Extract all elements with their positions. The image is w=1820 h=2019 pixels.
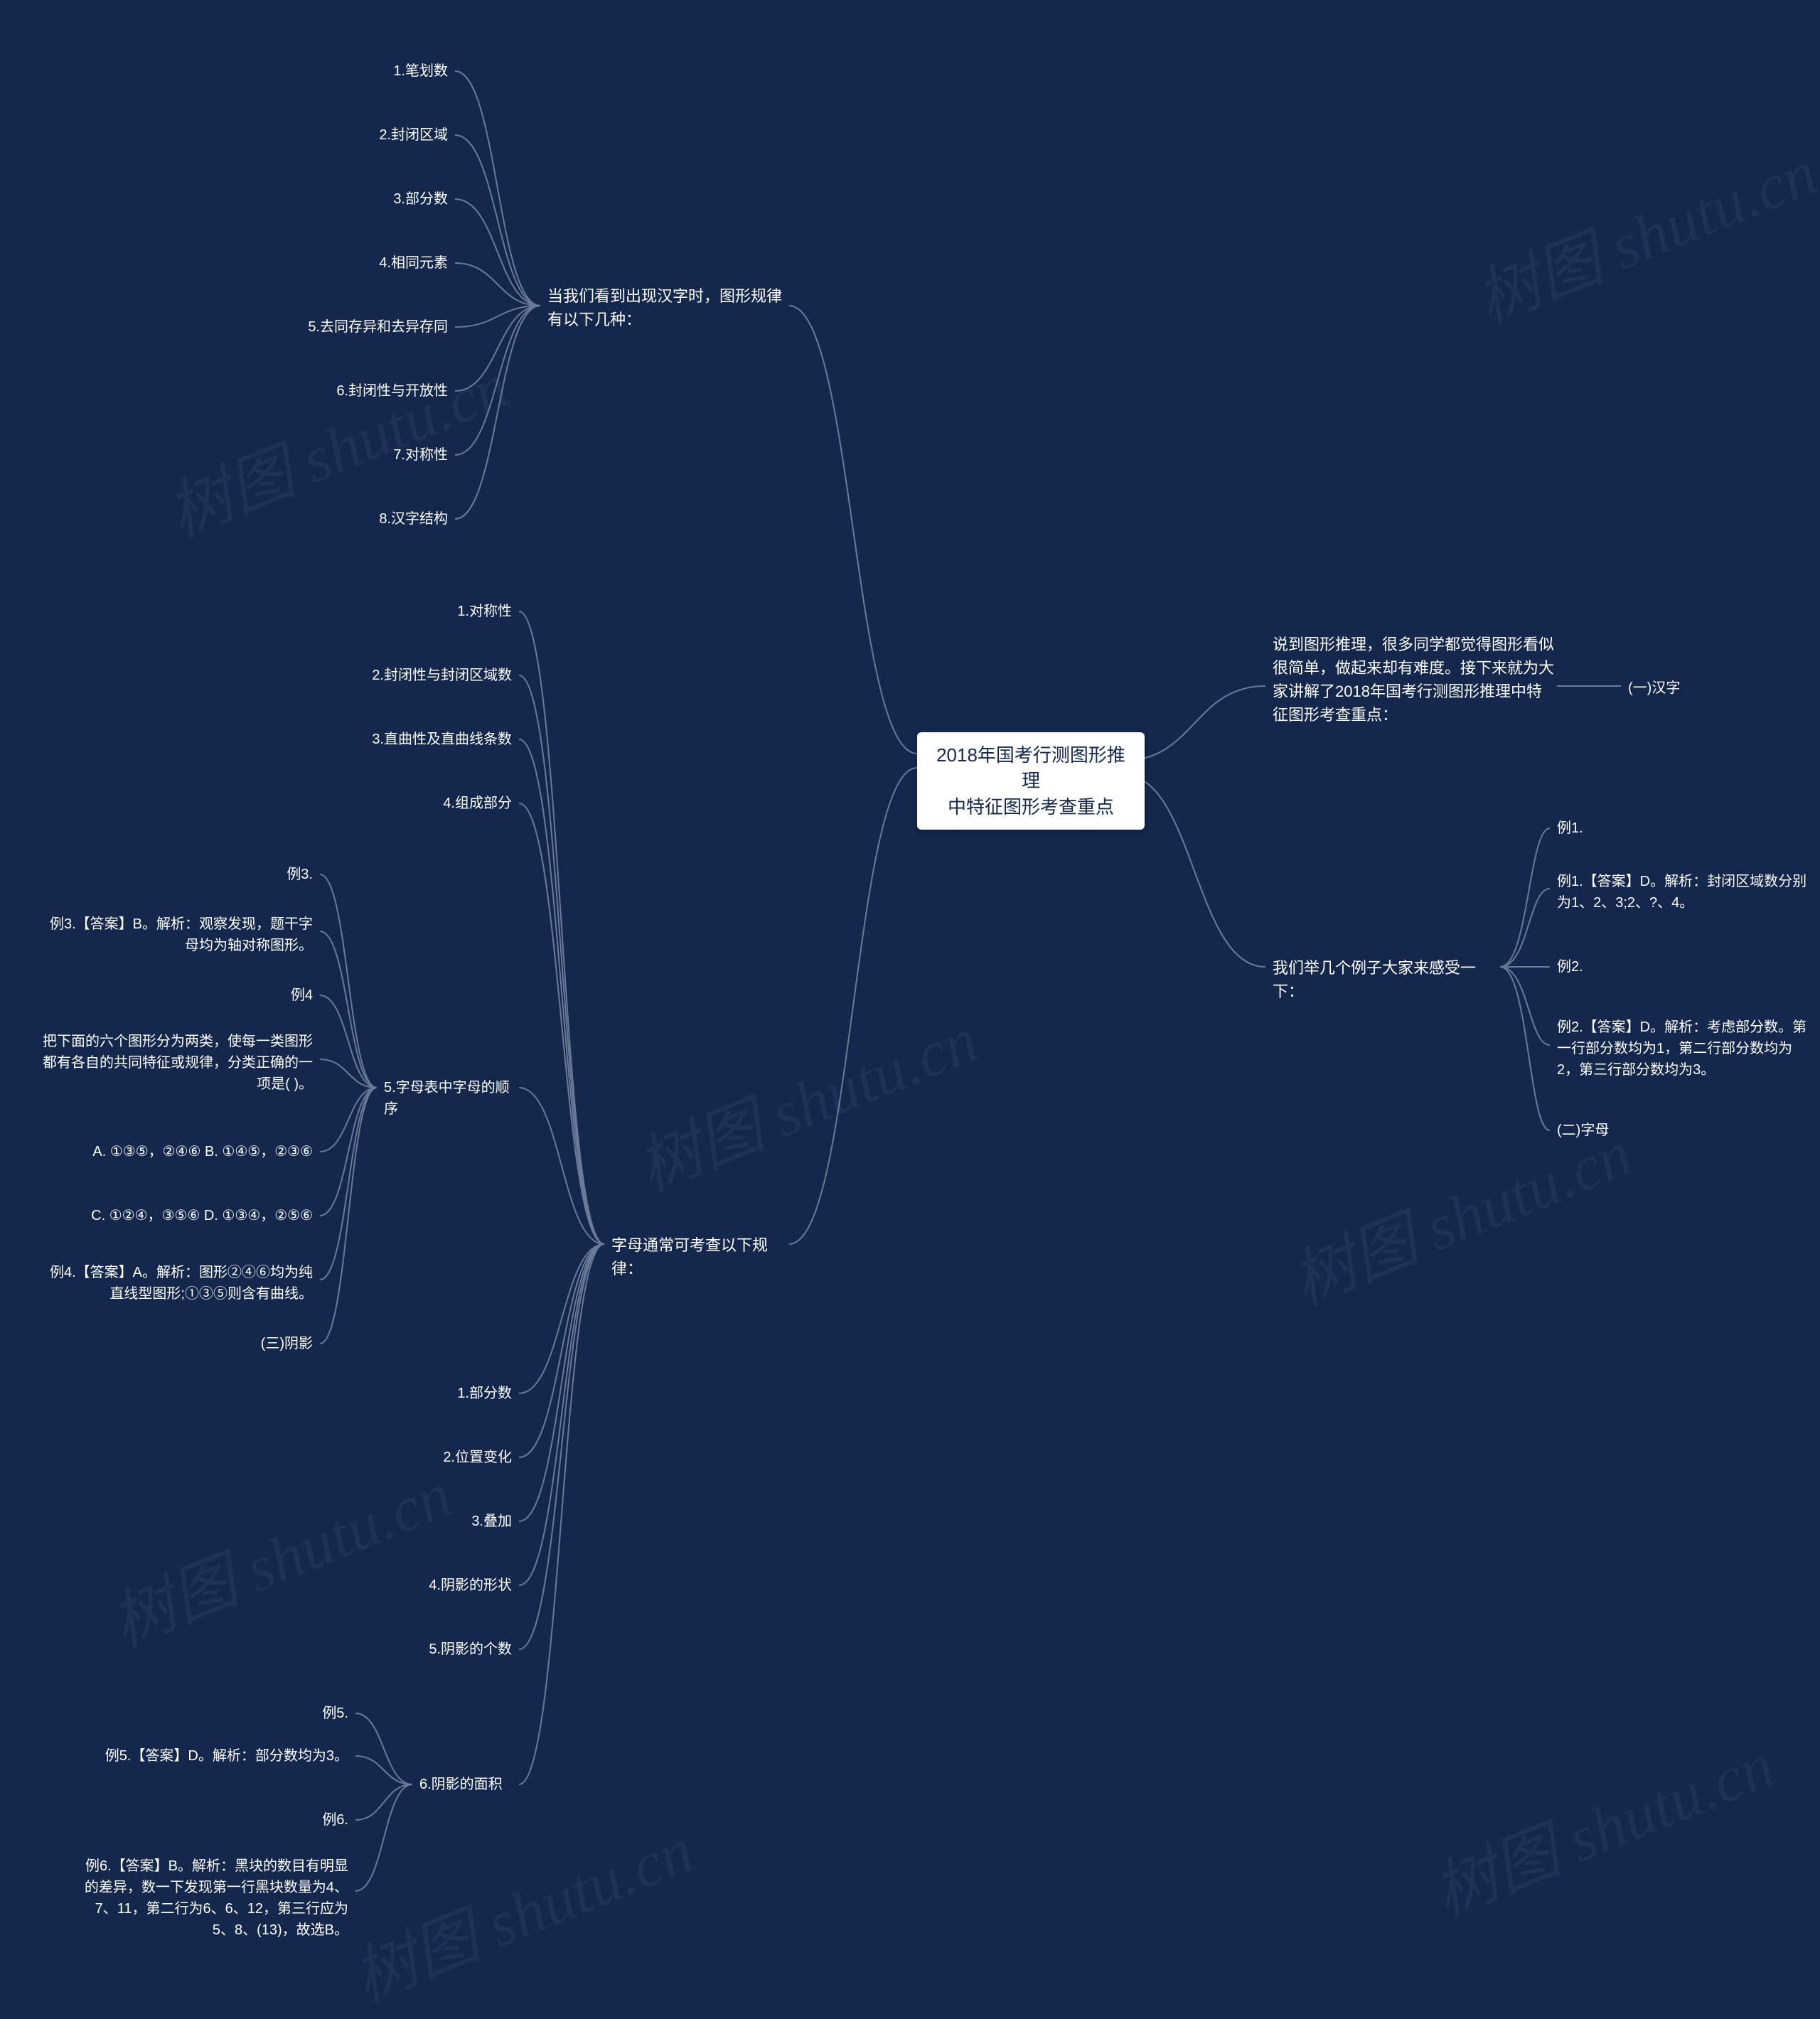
right-intro: 说到图形推理，很多同学都觉得图形看似很简单，做起来却有难度。接下来就为大家讲解了… [1273, 633, 1557, 727]
right-examples-label: 我们举几个例子大家来感受一下： [1273, 956, 1500, 1003]
zimu-item6: 6.阴影的面积 [419, 1774, 512, 1795]
i5-c6: 例4.【答案】A。解析：图形②④⑥均为纯直线型图形;①③⑤则含有曲线。 [43, 1262, 313, 1305]
i5-c4: A. ①③⑤，②④⑥ B. ①④⑤，②③⑥ [43, 1141, 313, 1162]
i6-c3: 例6.【答案】B。解析：黑块的数目有明显的差异，数一下发现第一行黑块数量为4、7… [78, 1855, 348, 1941]
i6-c2: 例6. [78, 1809, 348, 1831]
center-node: 2018年国考行测图形推理 中特征图形考查重点 [917, 732, 1145, 830]
right-ex1: 例1. [1557, 818, 1583, 839]
i5-c2: 例4 [43, 985, 313, 1006]
mindmap-canvas: 树图 shutu.cn 树图 shutu.cn 树图 shutu.cn 树图 s… [0, 0, 1820, 2019]
watermark: 树图 shutu.cn [621, 988, 989, 1209]
i6-c0: 例5. [78, 1703, 348, 1724]
right-ex2-ans: 例2.【答案】D。解析：考虑部分数。第一行部分数均为1，第二行部分数均为2，第三… [1557, 1017, 1813, 1081]
left-zimu-label: 字母通常可考查以下规律： [611, 1233, 789, 1280]
zimu-item5: 5.字母表中字母的顺序 [384, 1077, 512, 1120]
right-intro-tag: (一)汉字 [1628, 678, 1680, 699]
hanzi-item-4: 4.相同元素 [313, 252, 448, 274]
hanzi-item-3: 3.部分数 [313, 188, 448, 210]
left-hanzi-label: 当我们看到出现汉字时，图形规律有以下几种： [547, 284, 782, 331]
hanzi-item-8: 8.汉字结构 [313, 508, 448, 530]
center-line1: 2018年国考行测图形推理 [931, 742, 1130, 794]
zimu-top-2: 2.封闭性与封闭区域数 [327, 665, 512, 686]
i5-c3: 把下面的六个图形分为两类，使每一类图形都有各自的共同特征或规律，分类正确的一项是… [43, 1031, 313, 1095]
i6-c1: 例5.【答案】D。解析：部分数均为3。 [78, 1745, 348, 1767]
i5-c5: C. ①②④，③⑤⑥ D. ①③④，②⑤⑥ [43, 1205, 313, 1226]
right-ex2: 例2. [1557, 956, 1583, 978]
right-ex1-ans: 例1.【答案】D。解析：封闭区域数分别为1、2、3;2、?、4。 [1557, 871, 1813, 914]
hanzi-item-2: 2.封闭区域 [313, 124, 448, 146]
zimu-bot-5: 5.阴影的个数 [370, 1639, 512, 1660]
zimu-bot-3: 3.叠加 [370, 1511, 512, 1532]
zimu-bot-4: 4.阴影的形状 [370, 1575, 512, 1596]
hanzi-item-5: 5.去同存异和去异存同 [277, 316, 448, 338]
watermark: 树图 shutu.cn [1460, 121, 1820, 341]
watermark: 树图 shutu.cn [1418, 1713, 1785, 1934]
zimu-top-1: 1.对称性 [355, 601, 512, 622]
hanzi-item-1: 1.笔划数 [313, 60, 448, 82]
zimu-top-4: 4.组成部分 [355, 793, 512, 814]
zimu-top-3: 3.直曲性及直曲线条数 [327, 729, 512, 750]
watermark: 树图 shutu.cn [337, 1799, 705, 2019]
hanzi-item-6: 6.封闭性与开放性 [291, 380, 448, 402]
right-tag-zimu: (二)字母 [1557, 1120, 1609, 1141]
hanzi-item-7: 7.对称性 [313, 444, 448, 466]
i5-c1: 例3.【答案】B。解析：观察发现，题干字母均为轴对称图形。 [43, 914, 313, 956]
zimu-bot-1: 1.部分数 [370, 1383, 512, 1404]
zimu-bot-2: 2.位置变化 [370, 1447, 512, 1468]
center-line2: 中特征图形考查重点 [931, 794, 1130, 820]
i5-c0: 例3. [43, 864, 313, 885]
i5-c7: (三)阴影 [43, 1333, 313, 1354]
watermark: 树图 shutu.cn [95, 1443, 463, 1664]
